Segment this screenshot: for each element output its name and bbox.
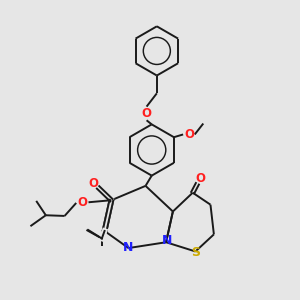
Text: O: O (195, 172, 205, 185)
Text: N: N (162, 234, 172, 248)
Text: O: O (184, 128, 194, 141)
Text: N: N (123, 241, 133, 254)
Text: O: O (77, 196, 87, 209)
Text: O: O (142, 107, 152, 120)
Text: O: O (88, 177, 99, 190)
Text: S: S (192, 246, 201, 259)
